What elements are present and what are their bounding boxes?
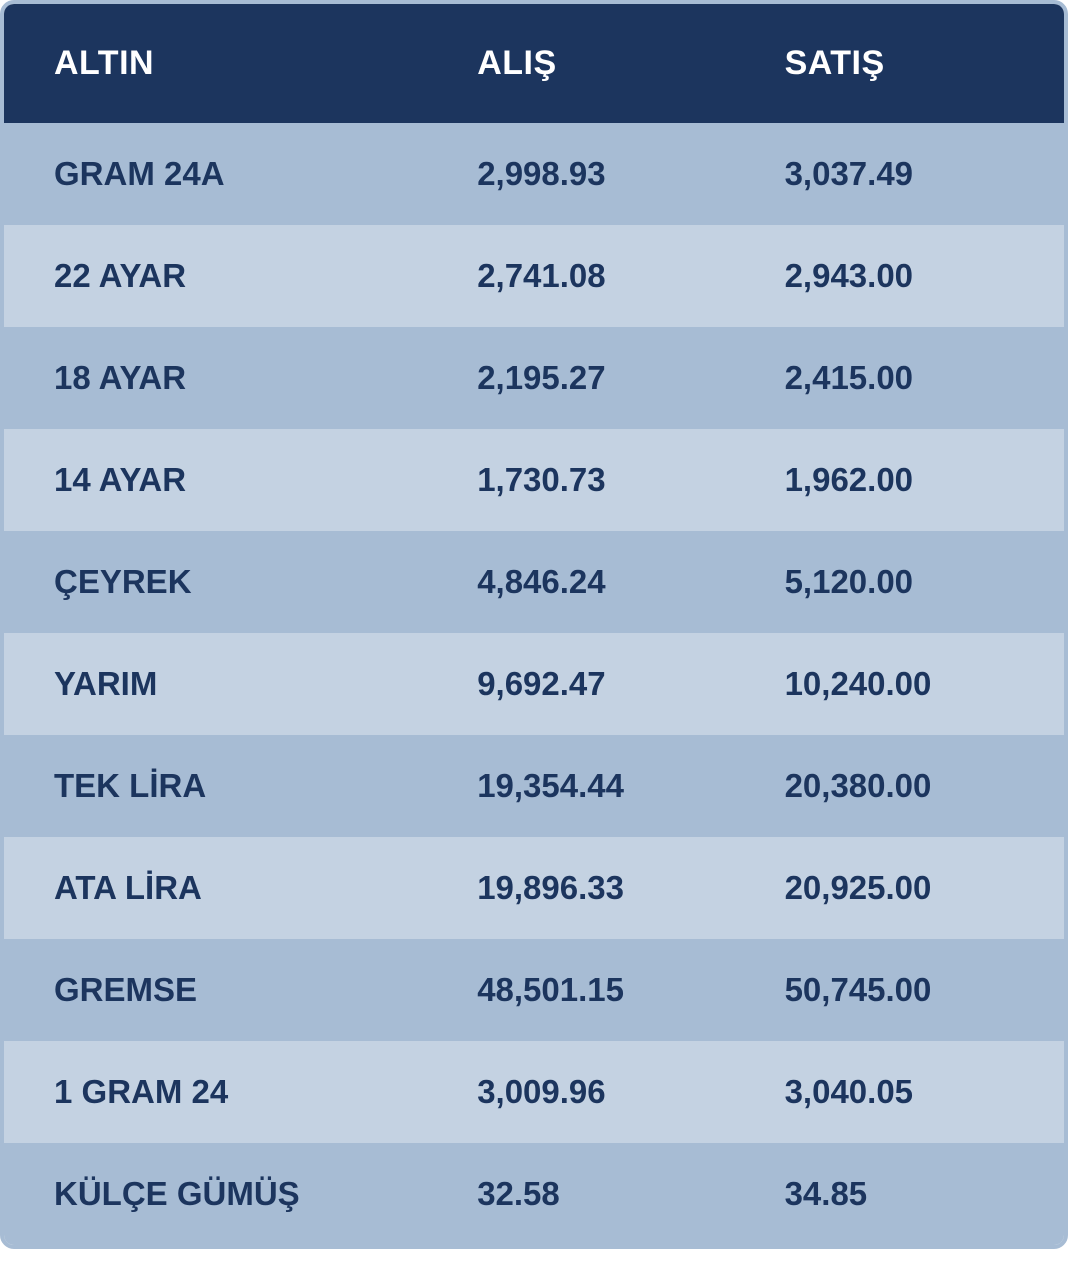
cell-sell: 20,925.00 <box>757 837 1064 939</box>
cell-name: ÇEYREK <box>4 531 449 633</box>
cell-name: GRAM 24A <box>4 123 449 225</box>
cell-buy: 4,846.24 <box>449 531 756 633</box>
cell-sell: 1,962.00 <box>757 429 1064 531</box>
cell-sell: 2,943.00 <box>757 225 1064 327</box>
table-row: 14 AYAR 1,730.73 1,962.00 <box>4 429 1064 531</box>
cell-name: 18 AYAR <box>4 327 449 429</box>
cell-sell: 50,745.00 <box>757 939 1064 1041</box>
cell-sell: 3,037.49 <box>757 123 1064 225</box>
table-row: 22 AYAR 2,741.08 2,943.00 <box>4 225 1064 327</box>
table-row: ATA LİRA 19,896.33 20,925.00 <box>4 837 1064 939</box>
cell-name: KÜLÇE GÜMÜŞ <box>4 1143 449 1245</box>
cell-buy: 19,354.44 <box>449 735 756 837</box>
cell-sell: 20,380.00 <box>757 735 1064 837</box>
table-body: GRAM 24A 2,998.93 3,037.49 22 AYAR 2,741… <box>4 123 1064 1245</box>
cell-sell: 5,120.00 <box>757 531 1064 633</box>
cell-buy: 32.58 <box>449 1143 756 1245</box>
table-row: GRAM 24A 2,998.93 3,037.49 <box>4 123 1064 225</box>
cell-sell: 10,240.00 <box>757 633 1064 735</box>
cell-buy: 1,730.73 <box>449 429 756 531</box>
cell-name: GREMSE <box>4 939 449 1041</box>
cell-buy: 2,998.93 <box>449 123 756 225</box>
table-row: 1 GRAM 24 3,009.96 3,040.05 <box>4 1041 1064 1143</box>
cell-buy: 19,896.33 <box>449 837 756 939</box>
cell-name: TEK LİRA <box>4 735 449 837</box>
col-header-buy: ALIŞ <box>449 4 756 123</box>
col-header-name: ALTIN <box>4 4 449 123</box>
cell-name: YARIM <box>4 633 449 735</box>
table-row: KÜLÇE GÜMÜŞ 32.58 34.85 <box>4 1143 1064 1245</box>
cell-name: 22 AYAR <box>4 225 449 327</box>
gold-price-table-container: ALTIN ALIŞ SATIŞ GRAM 24A 2,998.93 3,037… <box>0 0 1068 1249</box>
cell-buy: 2,195.27 <box>449 327 756 429</box>
cell-sell: 34.85 <box>757 1143 1064 1245</box>
table-row: GREMSE 48,501.15 50,745.00 <box>4 939 1064 1041</box>
table-row: ÇEYREK 4,846.24 5,120.00 <box>4 531 1064 633</box>
cell-sell: 2,415.00 <box>757 327 1064 429</box>
col-header-sell: SATIŞ <box>757 4 1064 123</box>
table-row: YARIM 9,692.47 10,240.00 <box>4 633 1064 735</box>
table-row: 18 AYAR 2,195.27 2,415.00 <box>4 327 1064 429</box>
cell-buy: 48,501.15 <box>449 939 756 1041</box>
gold-price-table: ALTIN ALIŞ SATIŞ GRAM 24A 2,998.93 3,037… <box>4 4 1064 1245</box>
cell-buy: 9,692.47 <box>449 633 756 735</box>
cell-sell: 3,040.05 <box>757 1041 1064 1143</box>
cell-name: 14 AYAR <box>4 429 449 531</box>
cell-buy: 3,009.96 <box>449 1041 756 1143</box>
table-row: TEK LİRA 19,354.44 20,380.00 <box>4 735 1064 837</box>
cell-buy: 2,741.08 <box>449 225 756 327</box>
cell-name: 1 GRAM 24 <box>4 1041 449 1143</box>
table-header-row: ALTIN ALIŞ SATIŞ <box>4 4 1064 123</box>
cell-name: ATA LİRA <box>4 837 449 939</box>
